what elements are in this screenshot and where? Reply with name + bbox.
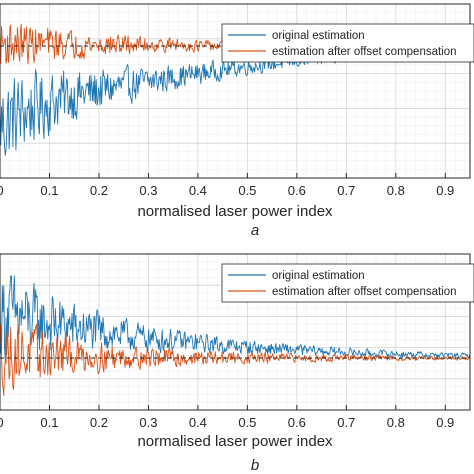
x-tick-label: 0.3 [139,415,157,430]
chart-panel-a: 0 0.1 0.2 0.3 0.4 0.5 0.6 0.7 0.8 0.9 normalised l… [0,3,474,239]
x-tick-label: 0.5 [238,183,256,198]
series-line-compensated [0,323,470,396]
chart-panel-b: 0 0.1 0.2 0.3 0.4 0.5 0.6 0.7 0.8 0.9 normalised l… [0,253,474,474]
x-tick-label: 0.3 [139,183,157,198]
x-tick-label: 0.6 [288,183,306,198]
x-tick-label: 0.4 [189,415,207,430]
x-tick-label: 0.2 [90,415,108,430]
series-group [0,275,470,396]
x-tick-label: 0.9 [436,183,454,198]
panel-caption: b [251,457,259,474]
legend-entry: original estimation [272,30,365,42]
panel-caption: a [251,222,259,239]
x-tick-label: 0.4 [189,183,207,198]
legend: original estimation estimation after offs… [221,23,474,63]
legend-box [221,263,474,303]
x-tick-label: 0.1 [40,415,58,430]
legend: original estimation estimation after offs… [221,263,474,303]
x-tick-label: 0.6 [288,415,306,430]
x-tick-label: 0.5 [238,415,256,430]
legend-entry: estimation after offset compensation [272,46,457,58]
x-tick-label: 0.8 [387,183,405,198]
x-tick-label: 0.7 [337,183,355,198]
x-tick-label: 0.1 [40,183,58,198]
x-axis-label: normalised laser power index [137,433,333,450]
legend-entry: estimation after offset compensation [272,286,457,298]
x-tick-label: 0.7 [337,415,355,430]
x-tick-label: 0.9 [436,415,454,430]
x-axis-label: normalised laser power index [137,203,333,220]
x-tick-label: 0 [0,183,4,198]
series-line-original [0,275,470,363]
legend-entry: original estimation [272,270,365,282]
legend-box [221,23,474,63]
x-tick-label: 0 [0,415,4,430]
x-tick-label: 0.8 [387,415,405,430]
axes-frame [0,3,471,179]
axes-frame [0,253,471,411]
x-tick-label: 0.2 [90,183,108,198]
